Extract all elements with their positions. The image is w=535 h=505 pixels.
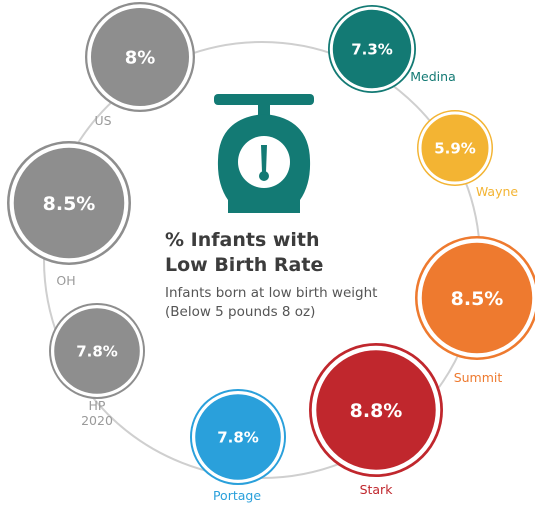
- bubble-portage-ring: [191, 390, 285, 484]
- bubble-summit-value: 8.5%: [451, 288, 504, 310]
- bubble-group: 7.3% Medina 5.9% Wayne 8.5% Summit 8.8% Stark 7.…: [7, 2, 535, 503]
- bubble-stark-value: 8.8%: [350, 400, 403, 422]
- bubble-wayne: 5.9% Wayne: [417, 110, 518, 199]
- bubble-hp-2020-ring: [50, 304, 144, 398]
- chart-title-line-1: % Infants with: [165, 229, 320, 251]
- bubble-wayne-ring: [418, 111, 492, 185]
- scale-neck: [258, 104, 270, 116]
- bubble-medina-outer: [328, 5, 416, 93]
- bubble-oh-label: OH: [56, 273, 75, 288]
- bubble-medina-value: 7.3%: [351, 40, 393, 58]
- bubble-oh-value: 8.5%: [43, 193, 96, 215]
- bubble-hp-2020-outer: [49, 303, 145, 399]
- bubble-us-ring: [87, 4, 193, 110]
- scale-tray: [214, 94, 314, 105]
- bubble-wayne-label: Wayne: [476, 184, 519, 199]
- chart-title-line-2: Low Birth Rate: [165, 254, 323, 276]
- bubble-stark-label: Stark: [360, 482, 394, 497]
- bubble-stark-ring: [311, 345, 441, 475]
- bubble-us-outer: [85, 2, 195, 112]
- bubble-us-value: 8%: [125, 47, 156, 68]
- bubble-summit-outer: [415, 236, 535, 360]
- bubble-portage-outer: [190, 389, 286, 485]
- bubble-medina-ring: [329, 6, 415, 92]
- bubble-summit: 8.5% Summit: [415, 236, 535, 385]
- bubble-wayne-outer: [417, 110, 493, 186]
- bubble-oh: 8.5% OH: [7, 141, 131, 288]
- bubble-hp-2020-value: 7.8%: [76, 342, 118, 360]
- bubble-oh-outer: [7, 141, 131, 265]
- bubble-hp-2020-label-line-2: 2020: [81, 413, 113, 428]
- bubble-stark-outer: [309, 343, 443, 477]
- bubble-portage: 7.8% Portage: [190, 389, 286, 503]
- scale-pivot: [259, 171, 269, 181]
- bubble-us: 8% US: [85, 2, 195, 128]
- bubble-summit-ring: [417, 238, 535, 358]
- bubble-medina-label: Medina: [410, 69, 455, 84]
- scale-needle: [261, 145, 267, 172]
- chart-subtitle-line-2: (Below 5 pounds 8 oz): [165, 304, 315, 320]
- bubble-medina: 7.3% Medina: [328, 5, 456, 93]
- bubble-hp-2020-label-line-1: HP: [89, 398, 106, 413]
- bubble-us-label: US: [94, 113, 111, 128]
- bubble-portage-label: Portage: [213, 488, 261, 503]
- bubble-oh-ring: [9, 143, 129, 263]
- scale-icon: [214, 94, 314, 213]
- chart-subtitle-line-1: Infants born at low birth weight: [165, 285, 377, 301]
- bubble-portage-value: 7.8%: [217, 428, 259, 446]
- bubble-stark: 8.8% Stark: [309, 343, 443, 497]
- bubble-wayne-value: 5.9%: [434, 139, 476, 157]
- bubble-summit-label: Summit: [454, 370, 503, 385]
